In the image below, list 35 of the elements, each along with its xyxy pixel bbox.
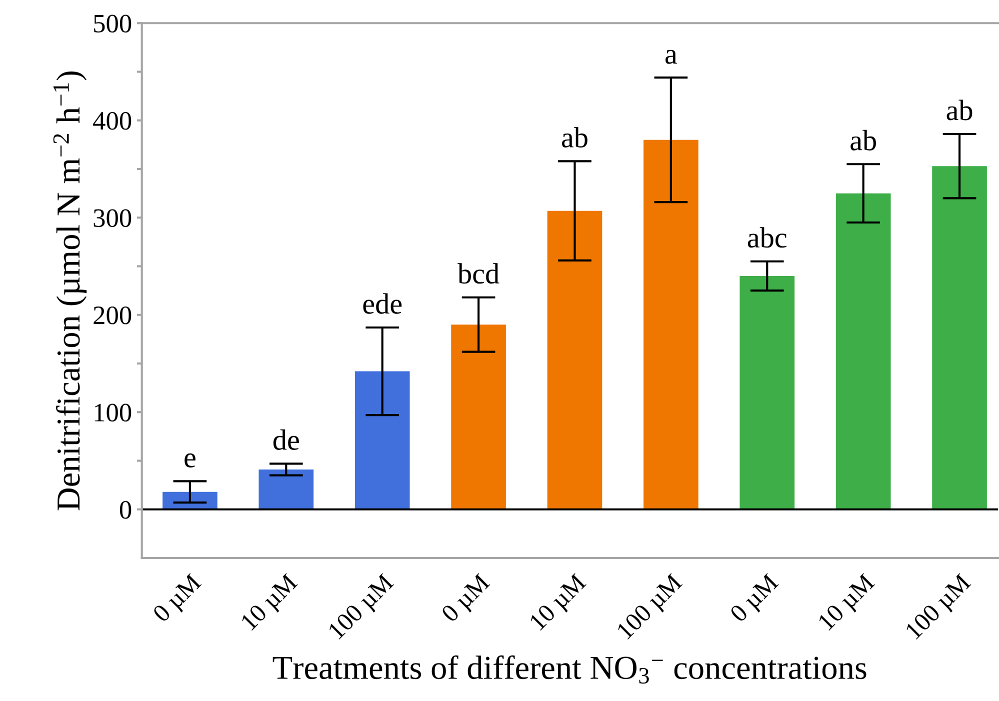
- annotation: bcd: [457, 263, 500, 284]
- y-tick-label: 400: [93, 112, 132, 130]
- annotation: ab: [850, 130, 876, 150]
- x-tick-label: 0 µM: [729, 572, 783, 626]
- x-tick-label: 10 µM: [528, 572, 590, 634]
- y-tick-label: 500: [94, 14, 132, 33]
- annotation: de: [273, 429, 299, 450]
- x-tick-label: 100 µM: [328, 572, 398, 644]
- x-tick-label: 0 µM: [152, 572, 206, 626]
- bar: [740, 276, 795, 510]
- annotation: a: [665, 50, 678, 64]
- x-tick-label: 10 µM: [817, 572, 879, 634]
- bar: [547, 210, 602, 510]
- x-tick-label: 100 µM: [616, 572, 686, 644]
- x-axis-title: Treatments of different NO$_{3}$$^{−}$ concentrations: [272, 655, 866, 684]
- annotation: ab: [946, 100, 972, 120]
- y-tick-label: 300: [94, 209, 132, 228]
- bar: [644, 140, 698, 510]
- y-tick-label: 200: [94, 306, 132, 324]
- bar: [258, 470, 314, 510]
- annotation: e: [184, 453, 196, 468]
- x-tick-label: 10 µM: [240, 572, 302, 634]
- y-tick-label: 0: [120, 500, 132, 519]
- y-axis-title: Denitrification (µmol N m$^{−2}$ h$^{−1}$): [53, 71, 87, 510]
- annotation: ede: [363, 293, 402, 314]
- x-tick-label: 100 µM: [904, 572, 976, 644]
- y-tick-label: 100: [94, 404, 132, 422]
- bar: [354, 371, 410, 510]
- bar: [451, 324, 506, 510]
- annotation: abc: [748, 227, 786, 248]
- bar: [162, 492, 218, 510]
- bar: [836, 193, 891, 510]
- bar: [932, 166, 987, 510]
- x-tick-label: 0 µM: [440, 572, 494, 626]
- annotation: ab: [562, 126, 588, 148]
